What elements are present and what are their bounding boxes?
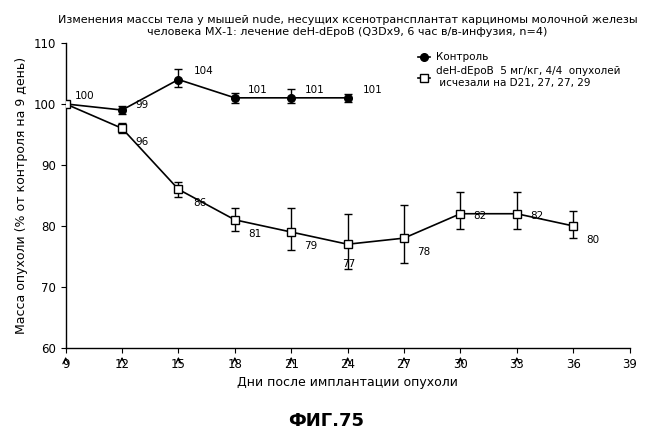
Text: 101: 101 xyxy=(304,85,324,95)
Text: 99: 99 xyxy=(135,100,149,110)
Text: 100: 100 xyxy=(75,91,95,101)
Text: 104: 104 xyxy=(194,67,213,77)
Text: 77: 77 xyxy=(342,259,355,270)
X-axis label: Дни после имплантации опухоли: Дни после имплантации опухоли xyxy=(237,376,458,389)
Legend: Контроль, deH-dEpoB  5 мг/кг, 4/4  опухолей
 исчезали на D21, 27, 27, 29: Контроль, deH-dEpoB 5 мг/кг, 4/4 опухоле… xyxy=(414,48,625,92)
Text: 82: 82 xyxy=(530,211,543,221)
Y-axis label: Масса опухоли (% от контроля на 9 день): Масса опухоли (% от контроля на 9 день) xyxy=(15,57,28,334)
Text: 78: 78 xyxy=(417,247,430,257)
Text: 101: 101 xyxy=(363,85,382,95)
Text: 101: 101 xyxy=(248,85,268,95)
Text: 82: 82 xyxy=(473,211,487,221)
Text: 80: 80 xyxy=(586,235,599,245)
Title: Изменения массы тела у мышей nude, несущих ксенотрансплантат карциномы молочной : Изменения массы тела у мышей nude, несущ… xyxy=(58,15,638,37)
Text: 86: 86 xyxy=(194,199,207,209)
Text: ФИГ.75: ФИГ.75 xyxy=(288,412,364,430)
Text: 79: 79 xyxy=(304,241,318,251)
Text: 81: 81 xyxy=(248,229,261,239)
Text: 96: 96 xyxy=(135,138,149,147)
